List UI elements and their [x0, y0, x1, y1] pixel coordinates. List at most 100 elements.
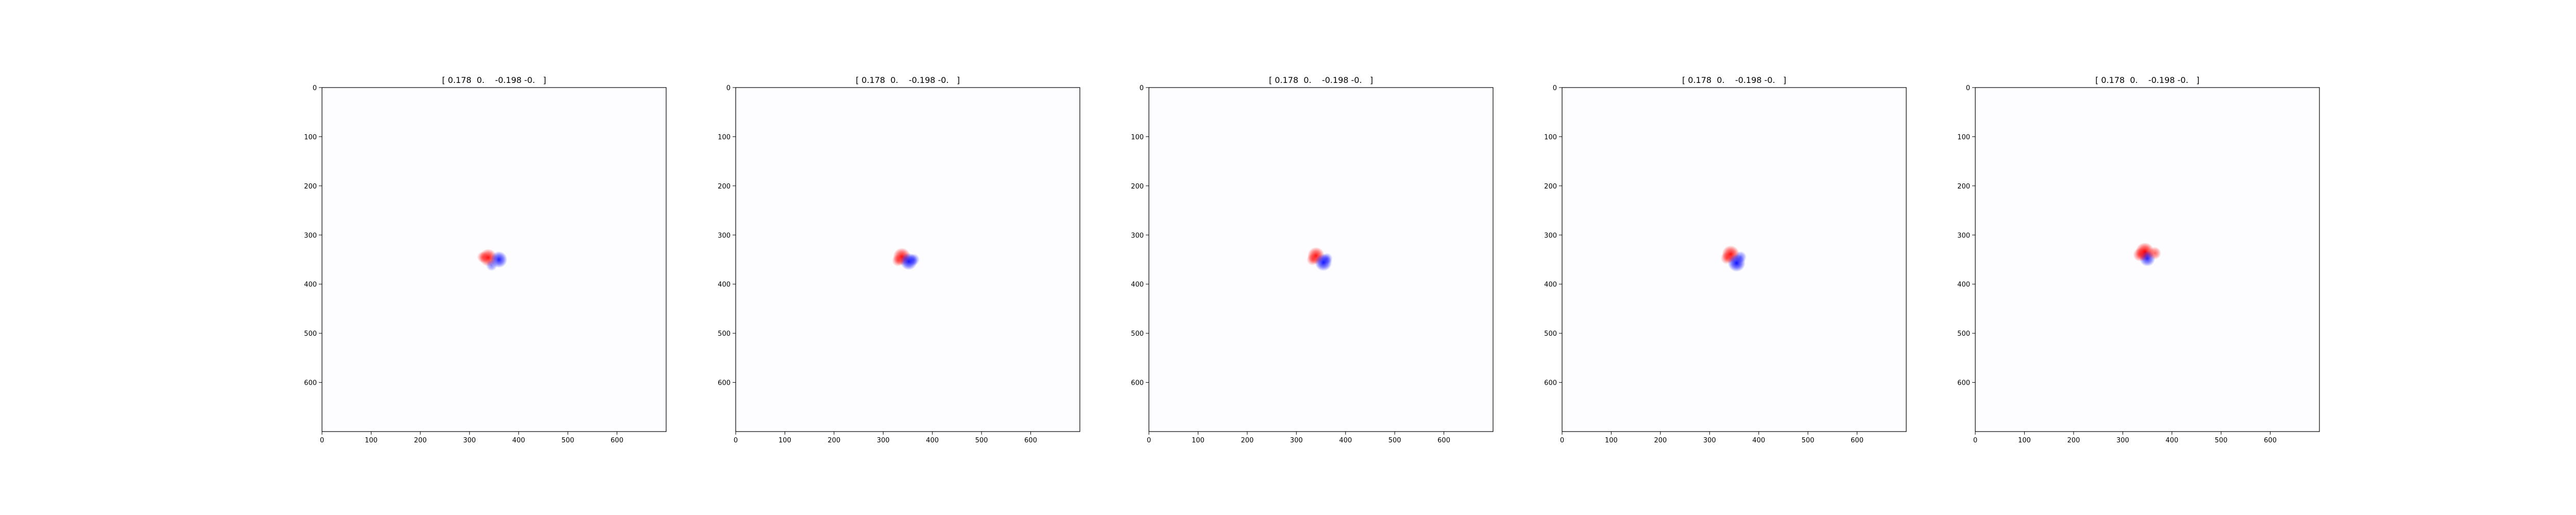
y-tick-label: 300 [718, 232, 731, 239]
panel-1: 0 100 200 300 400 500 600 0 100 200 300 400 500 600 [ … [304, 75, 667, 444]
y-tick-label: 200 [1131, 183, 1144, 191]
y-tick-label: 200 [304, 183, 317, 191]
y-tick-label: 500 [1957, 330, 1970, 338]
x-tick-label: 600 [611, 437, 623, 444]
y-tick-label: 300 [1131, 232, 1144, 239]
x-tick-label: 300 [2116, 437, 2129, 444]
heatmap-blobs [477, 249, 507, 271]
y-tick-label: 100 [718, 133, 731, 141]
y-tick-label: 100 [1957, 133, 1970, 141]
x-tick-label: 0 [1147, 437, 1151, 444]
x-tick-label: 600 [2264, 437, 2277, 444]
x-tick-label: 200 [827, 437, 840, 444]
heatmap-blob [2133, 247, 2147, 262]
y-tick-label: 200 [718, 183, 731, 191]
x-tick-label: 100 [1605, 437, 1618, 444]
panel-title: [ 0.178 0. -0.198 -0. ] [1682, 75, 1786, 85]
y-tick-label: 200 [1544, 183, 1557, 191]
x-tick-label: 300 [1290, 437, 1303, 444]
heatmap-blob [907, 253, 920, 266]
x-tick-label: 600 [1024, 437, 1037, 444]
x-tick-label: 400 [1339, 437, 1352, 444]
y-tick-label: 400 [1544, 281, 1557, 289]
x-tick-label: 300 [1703, 437, 1716, 444]
axes-frame [321, 87, 667, 432]
y-tick-label: 100 [1131, 133, 1144, 141]
axes-frame [735, 87, 1080, 432]
y-tick-label: 100 [1544, 133, 1557, 141]
x-tick-label: 500 [1388, 437, 1401, 444]
x-tick-label: 200 [1241, 437, 1253, 444]
x-tick-label: 400 [2165, 437, 2178, 444]
y-tick-label: 400 [1957, 281, 1970, 289]
y-tick-label: 300 [1544, 232, 1557, 239]
heatmap-blob [486, 260, 498, 271]
heatmap-blob [2148, 246, 2161, 260]
heatmap-blobs [1307, 247, 1333, 271]
y-tick-label: 0 [313, 84, 317, 92]
panel-title: [ 0.178 0. -0.198 -0. ] [1269, 75, 1373, 85]
y-tick-label: 100 [304, 133, 317, 141]
panel-3: 0 100 200 300 400 500 600 0 100 200 300 400 500 600 [ … [1131, 75, 1494, 444]
heatmap-blob [1734, 251, 1747, 263]
y-tick-label: 200 [1957, 183, 1970, 191]
y-tick-label: 0 [1553, 84, 1557, 92]
y-tick-label: 300 [1957, 232, 1970, 239]
x-tick-label: 0 [320, 437, 324, 444]
y-tick-label: 500 [1544, 330, 1557, 338]
panel-4: 0 100 200 300 400 500 600 0 100 200 300 400 500 600 [ … [1544, 75, 1907, 444]
x-tick-label: 100 [365, 437, 378, 444]
x-tick-label: 300 [463, 437, 476, 444]
x-tick-label: 500 [975, 437, 988, 444]
heatmap-blob [477, 251, 489, 263]
x-tick-label: 600 [1851, 437, 1863, 444]
x-tick-label: 400 [1752, 437, 1765, 444]
y-tick-label: 600 [1544, 380, 1557, 387]
y-tick-label: 400 [304, 281, 317, 289]
x-tick-label: 200 [1654, 437, 1667, 444]
x-tick-label: 100 [2018, 437, 2031, 444]
y-tick-label: 0 [726, 84, 731, 92]
y-tick-label: 600 [1957, 380, 1970, 387]
x-tick-label: 400 [512, 437, 525, 444]
heatmap-blobs [2133, 242, 2161, 267]
y-tick-label: 300 [304, 232, 317, 239]
x-tick-label: 100 [778, 437, 791, 444]
y-tick-label: 0 [1966, 84, 1970, 92]
x-tick-label: 500 [1802, 437, 1815, 444]
heatmap-blobs [1720, 245, 1747, 272]
x-tick-label: 0 [1973, 437, 1977, 444]
panel-title: [ 0.178 0. -0.198 -0. ] [442, 75, 546, 85]
x-tick-label: 500 [2215, 437, 2228, 444]
x-tick-label: 0 [1560, 437, 1564, 444]
y-tick-label: 500 [1131, 330, 1144, 338]
y-tick-label: 600 [718, 380, 731, 387]
y-tick-label: 500 [304, 330, 317, 338]
x-tick-label: 500 [562, 437, 574, 444]
x-tick-label: 0 [734, 437, 738, 444]
x-tick-label: 400 [926, 437, 939, 444]
panel-title: [ 0.178 0. -0.198 -0. ] [856, 75, 960, 85]
axes-frame [1562, 87, 1907, 432]
axes-frame [1148, 87, 1494, 432]
y-tick-label: 400 [1131, 281, 1144, 289]
x-tick-label: 300 [877, 437, 890, 444]
x-tick-label: 200 [414, 437, 427, 444]
y-tick-label: 600 [304, 380, 317, 387]
heatmap-blob [1321, 252, 1333, 265]
x-tick-label: 200 [2067, 437, 2080, 444]
x-tick-label: 100 [1192, 437, 1205, 444]
x-tick-label: 600 [1437, 437, 1450, 444]
y-tick-label: 500 [718, 330, 731, 338]
axes-frame [1975, 87, 2320, 432]
y-tick-label: 600 [1131, 380, 1144, 387]
heatmap-blob [892, 254, 904, 267]
heatmap-blob [1307, 253, 1319, 266]
heatmap-blobs [892, 248, 920, 270]
panel-2: 0 100 200 300 400 500 600 0 100 200 300 400 500 600 [ … [718, 75, 1080, 444]
heatmap-blob [1720, 251, 1733, 265]
panel-title: [ 0.178 0. -0.198 -0. ] [2095, 75, 2199, 85]
panel-5: 0 100 200 300 400 500 600 0 100 200 300 400 500 600 [ … [1957, 75, 2320, 444]
y-tick-label: 400 [718, 281, 731, 289]
